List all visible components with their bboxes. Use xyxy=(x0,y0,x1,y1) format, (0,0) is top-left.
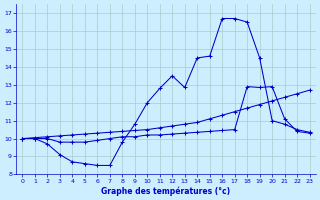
X-axis label: Graphe des températures (°c): Graphe des températures (°c) xyxy=(101,186,231,196)
